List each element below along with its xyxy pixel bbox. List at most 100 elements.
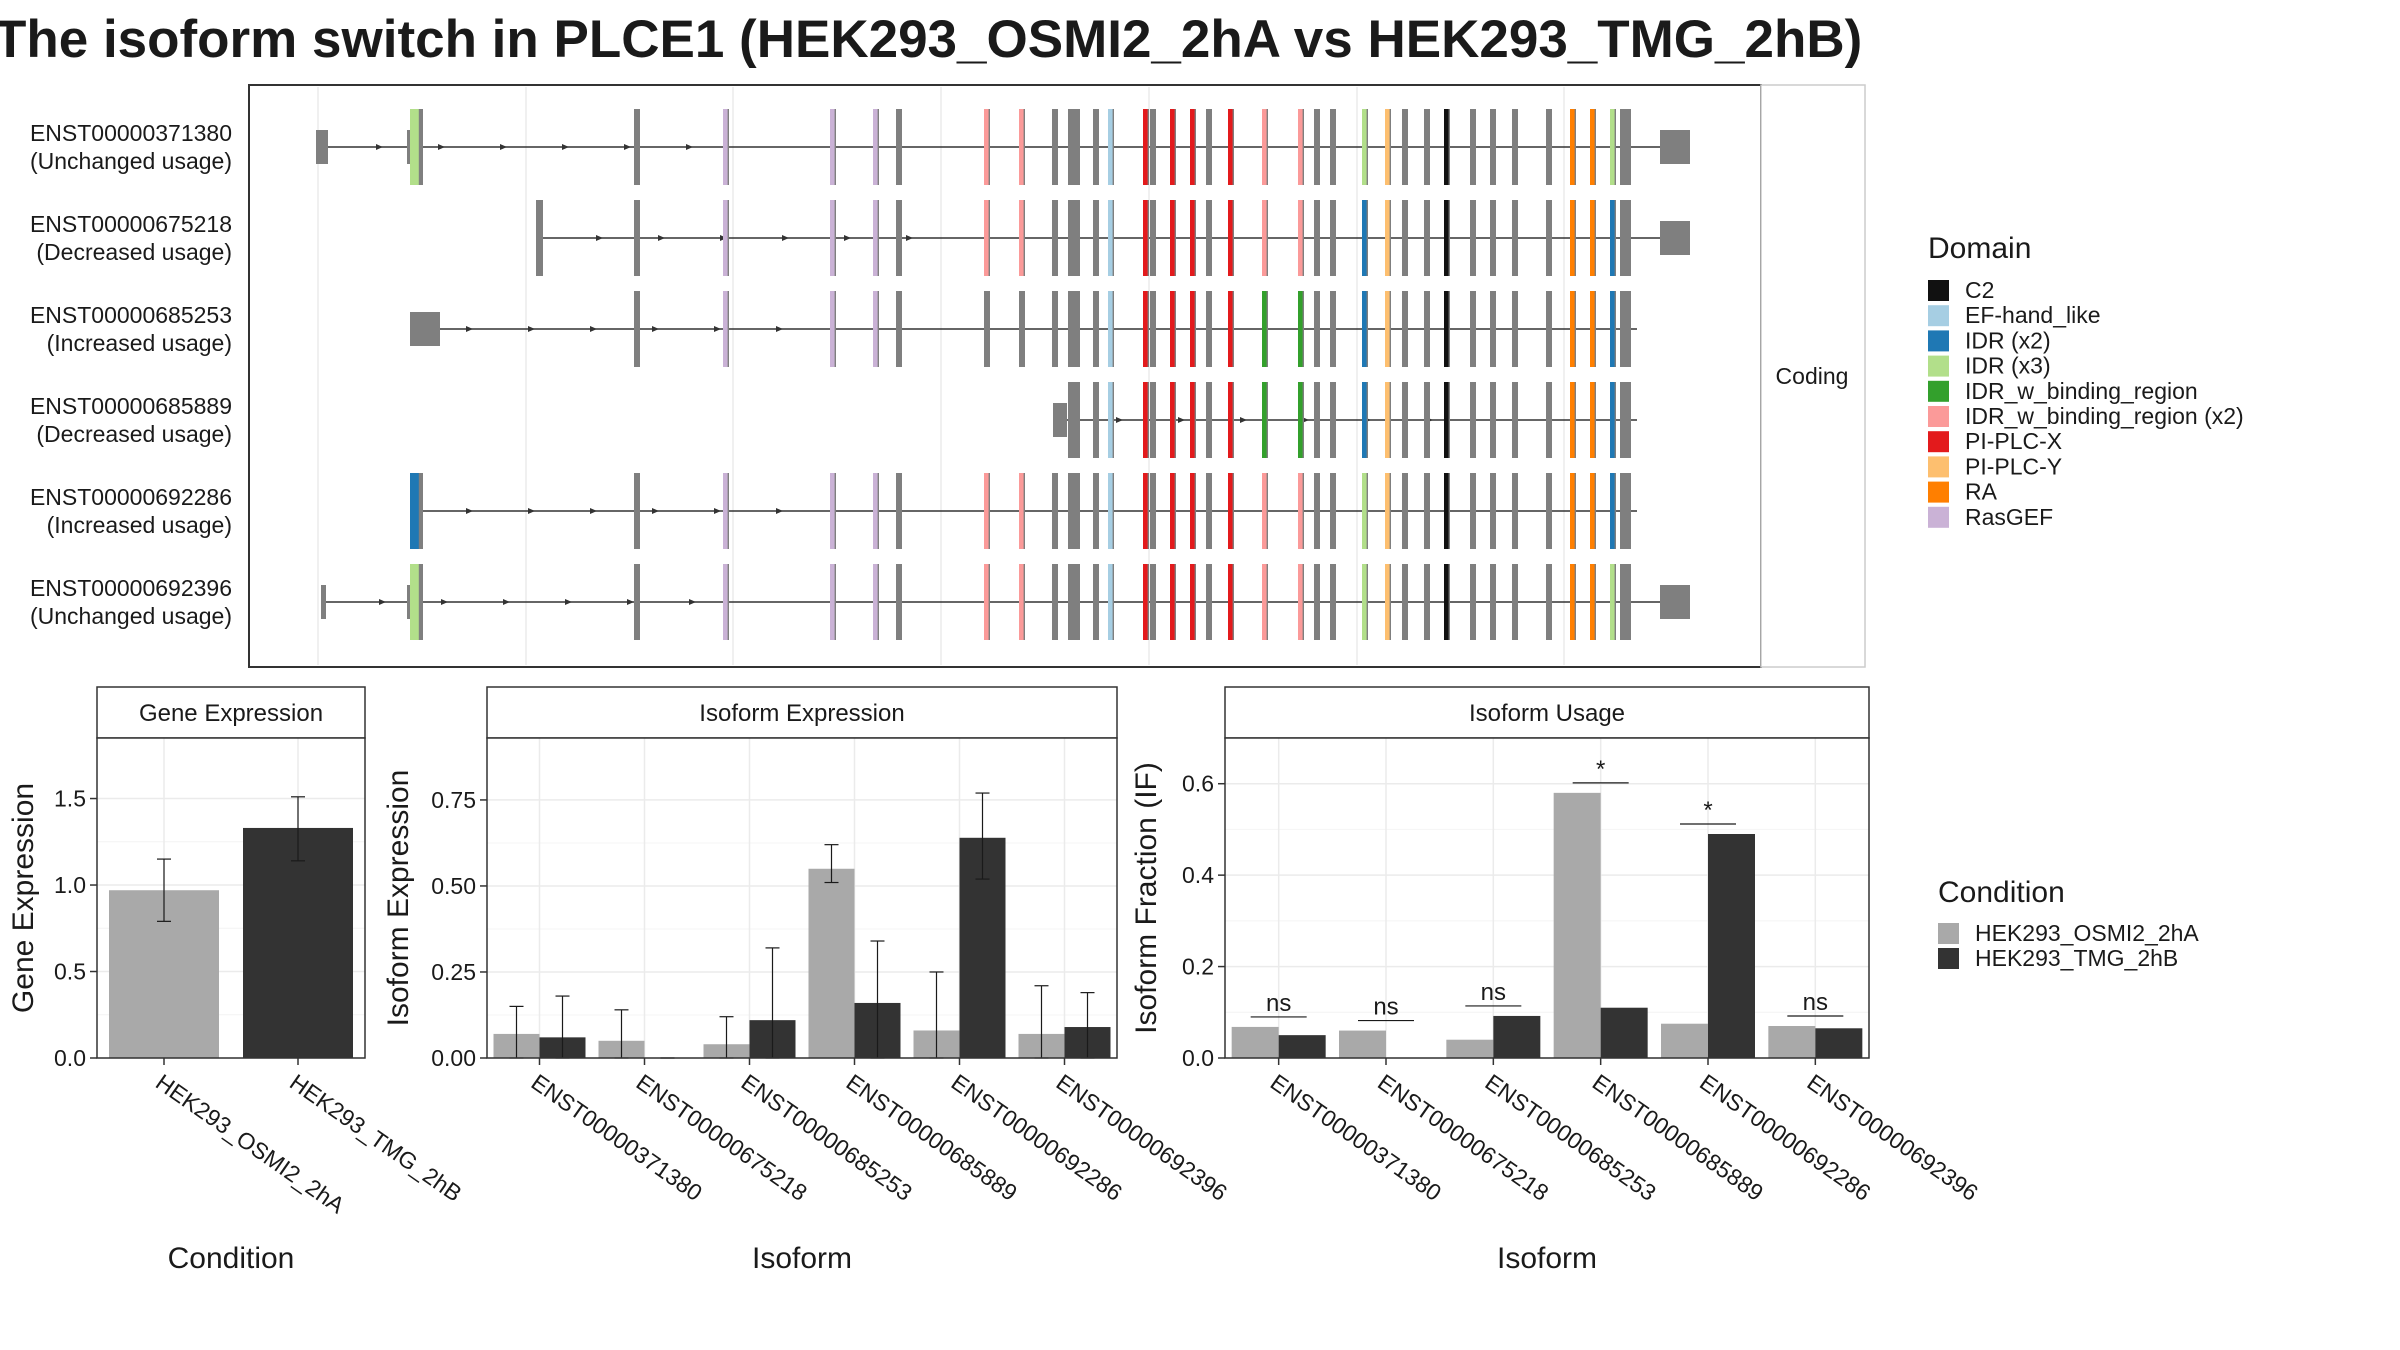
domain-segment <box>1108 564 1113 640</box>
domain-segment <box>1228 291 1233 367</box>
bar <box>1553 792 1601 1058</box>
exon-block <box>1625 109 1631 185</box>
plot-frame <box>486 737 1118 1059</box>
domain-segment <box>1170 109 1175 185</box>
domain-segment <box>1362 382 1367 458</box>
condition-legend-label: HEK293_OSMI2_2hA <box>1975 920 2199 946</box>
domain-segment <box>1385 291 1390 367</box>
exon-block <box>1402 291 1408 367</box>
exon-block <box>1620 564 1626 640</box>
domain-segment <box>1170 200 1175 276</box>
transcript-id-label: ENST00000371380 <box>30 120 232 146</box>
exon-block <box>1512 473 1518 549</box>
exon-block <box>1625 473 1631 549</box>
domain-segment <box>1108 473 1113 549</box>
domain-segment <box>1190 564 1195 640</box>
domain-legend-label: C2 <box>1965 277 1994 303</box>
plot-frame <box>1224 737 1870 1059</box>
structure-strip <box>1760 84 1866 668</box>
direction-arrow <box>844 235 851 241</box>
transcript-id-label: ENST00000692396 <box>30 575 232 601</box>
direction-arrow <box>503 599 510 605</box>
direction-arrow <box>1116 417 1123 423</box>
domain-segment <box>1444 291 1449 367</box>
exon-block <box>1150 382 1156 458</box>
domain-legend-label: RasGEF <box>1965 504 2053 530</box>
exon-block <box>1068 109 1074 185</box>
y-tick-label: 0.50 <box>431 873 476 899</box>
domain-segment <box>1262 109 1267 185</box>
y-axis-title: Isoform Fraction (IF) <box>1130 762 1163 1034</box>
domain-legend-swatch <box>1928 406 1949 427</box>
exon-block <box>634 564 640 640</box>
domain-segment <box>1444 109 1449 185</box>
domain-segment <box>1590 109 1595 185</box>
y-tick-label: 0.5 <box>54 959 86 985</box>
exon-block <box>1546 382 1552 458</box>
exon-block <box>1206 473 1212 549</box>
exon-block <box>1620 200 1626 276</box>
utr-block <box>410 312 440 346</box>
domain-segment <box>1108 109 1113 185</box>
direction-arrow <box>596 235 603 241</box>
exon-block <box>1330 473 1336 549</box>
domain-segment <box>1019 109 1024 185</box>
transcript-id-label: ENST00000675218 <box>30 211 232 237</box>
domain-segment <box>1444 564 1449 640</box>
exon-block <box>1093 473 1099 549</box>
domain-segment <box>1190 473 1195 549</box>
exon-block <box>1402 382 1408 458</box>
y-axis-title: Isoform Expression <box>382 770 415 1027</box>
x-axis-title: Isoform <box>752 1242 852 1275</box>
exon-block <box>1052 200 1058 276</box>
exon-block <box>1625 564 1631 640</box>
domain-segment <box>1298 564 1303 640</box>
bar <box>1768 1026 1816 1058</box>
exon-block <box>1512 382 1518 458</box>
exon-block <box>896 109 902 185</box>
transcript-usage-label: (Increased usage) <box>47 512 232 538</box>
exon-block <box>1074 382 1080 458</box>
x-axis-title: Condition <box>168 1242 295 1275</box>
direction-arrow <box>1178 417 1185 423</box>
domain-segment <box>410 109 419 185</box>
exon-block <box>1093 200 1099 276</box>
domain-segment <box>1385 473 1390 549</box>
domain-segment <box>1190 382 1195 458</box>
exon-block <box>1314 382 1320 458</box>
exon-block <box>1402 564 1408 640</box>
bar <box>243 827 353 1058</box>
exon-block <box>1620 109 1626 185</box>
condition-legend-label: HEK293_TMG_2hB <box>1975 945 2178 971</box>
domain-legend-swatch <box>1928 355 1949 377</box>
direction-arrow <box>562 144 569 150</box>
bar <box>1446 1039 1494 1058</box>
exon-block <box>1424 473 1430 549</box>
exon-block <box>1424 564 1430 640</box>
domain-segment <box>1298 109 1303 185</box>
exon-block <box>1490 109 1496 185</box>
domain-segment <box>1385 109 1390 185</box>
domain-legend-label: PI-PLC-X <box>1965 428 2062 454</box>
domain-segment <box>984 564 989 640</box>
bar <box>1278 1035 1326 1058</box>
domain-segment <box>1570 382 1575 458</box>
direction-arrow <box>565 599 572 605</box>
exon-block <box>1074 291 1080 367</box>
exon-block <box>1068 473 1074 549</box>
structure-plot-frame <box>248 84 1762 668</box>
significance-label: ns <box>1373 994 1398 1021</box>
exon-block <box>1150 564 1156 640</box>
exon-block <box>1206 291 1212 367</box>
exon-block <box>1512 291 1518 367</box>
transcript-id-label: ENST00000685253 <box>30 302 232 328</box>
exon-block <box>1150 200 1156 276</box>
domain-segment <box>723 200 728 276</box>
transcript-id-label: ENST00000685889 <box>30 393 232 419</box>
exon-block <box>1093 564 1099 640</box>
plot-background <box>487 738 1117 1058</box>
domain-legend-swatch <box>1928 506 1949 528</box>
direction-arrow <box>776 326 783 332</box>
exon-block <box>1314 291 1320 367</box>
